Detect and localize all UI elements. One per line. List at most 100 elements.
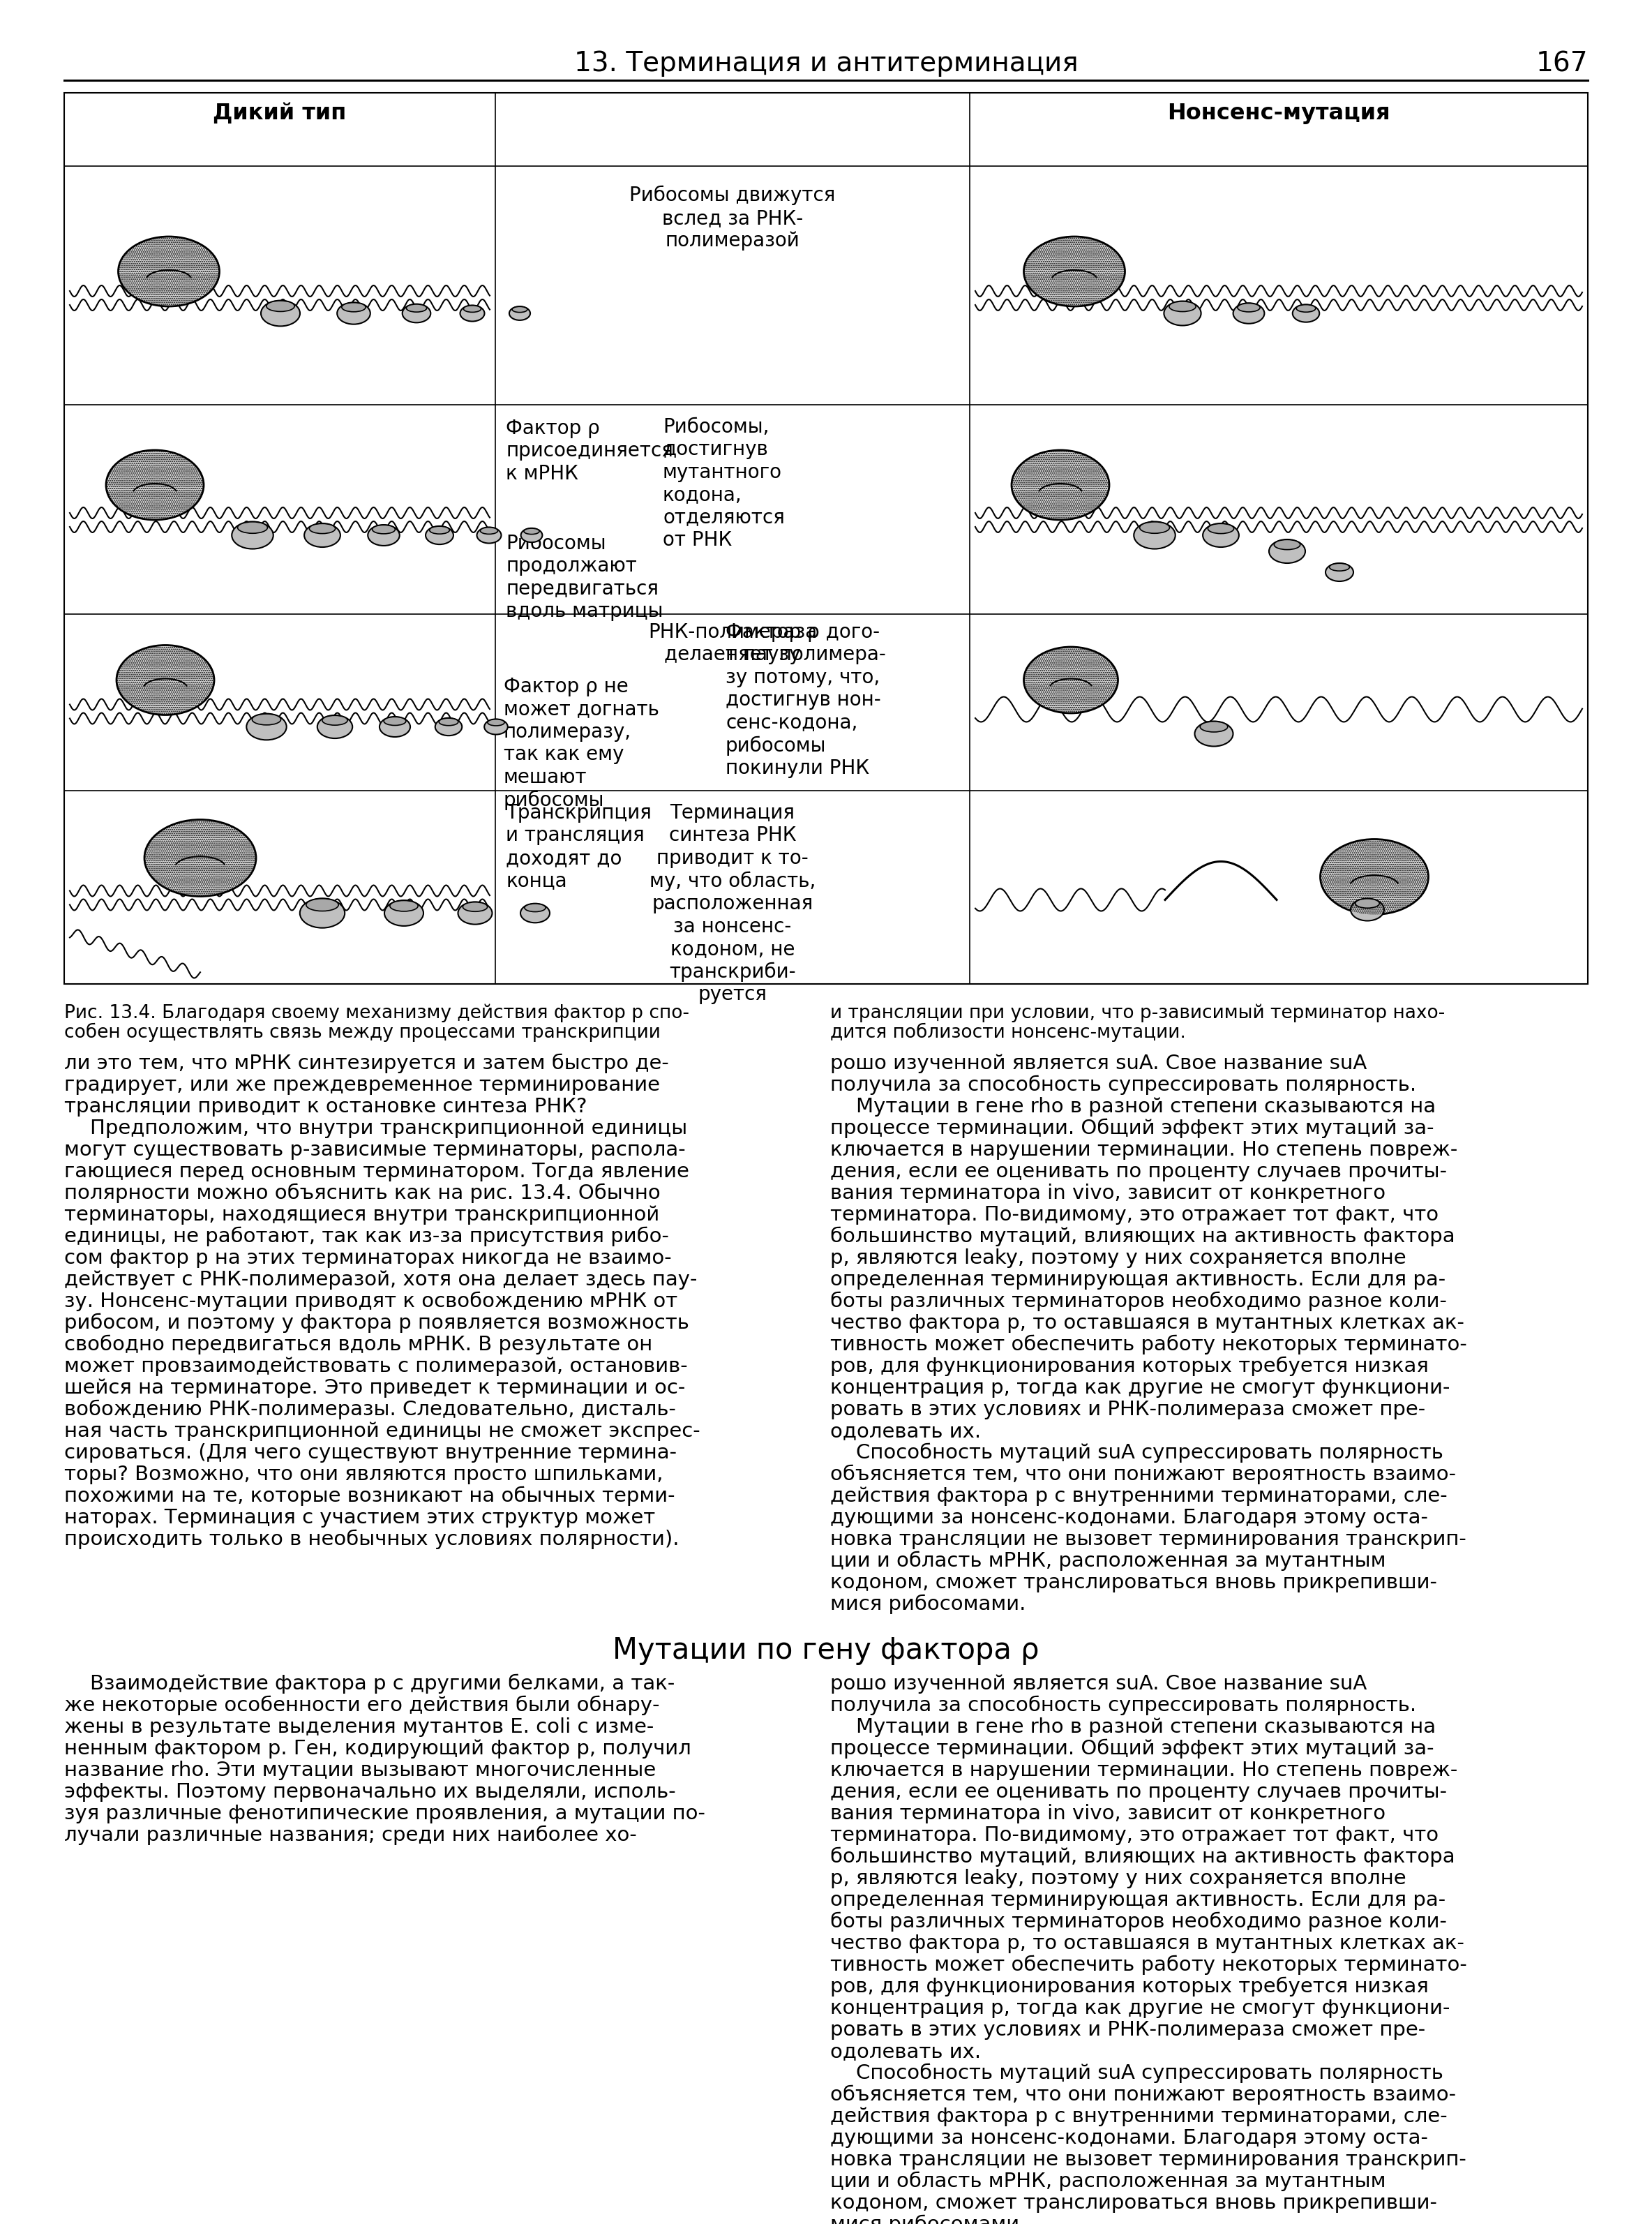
Text: рошо изученной является suA. Свое название suA: рошо изученной является suA. Свое назван… [831, 1675, 1366, 1695]
Text: действия фактора р с внутренними терминаторами, сле-: действия фактора р с внутренними термина… [831, 1486, 1447, 1506]
Text: получила за способность супрессировать полярность.: получила за способность супрессировать п… [831, 1695, 1416, 1715]
Ellipse shape [372, 525, 395, 534]
Text: сироваться. (Для чего существуют внутренние термина-: сироваться. (Для чего существуют внутрен… [64, 1443, 677, 1463]
Text: может провзаимодействовать с полимеразой, остановив-: может провзаимодействовать с полимеразой… [64, 1357, 687, 1377]
Text: чество фактора р, то оставшаяся в мутантных клетках ак-: чество фактора р, то оставшаяся в мутант… [831, 1933, 1464, 1953]
Text: ненным фактором р. Ген, кодирующий фактор р, получил: ненным фактором р. Ген, кодирующий факто… [64, 1739, 691, 1759]
Text: новка трансляции не вызовет терминирования транскрип-: новка трансляции не вызовет терминирован… [831, 1530, 1467, 1550]
Ellipse shape [390, 901, 418, 912]
Text: боты различных терминаторов необходимо разное коли-: боты различных терминаторов необходимо р… [831, 1292, 1447, 1312]
Text: дения, если ее оценивать по проценту случаев прочиты-: дения, если ее оценивать по проценту слу… [831, 1161, 1447, 1181]
Text: ции и область мРНК, расположенная за мутантным: ции и область мРНК, расположенная за мут… [831, 1552, 1386, 1570]
Ellipse shape [1297, 305, 1315, 311]
Ellipse shape [509, 307, 530, 320]
Text: Фактор ρ дого-
няет полимера-
зу потому, что,
достигнув нон-
сенс-кодона,
рибосо: Фактор ρ дого- няет полимера- зу потому,… [725, 623, 885, 778]
Ellipse shape [524, 529, 539, 534]
Ellipse shape [426, 527, 453, 545]
Text: мися рибосомами.: мися рибосомами. [831, 2215, 1026, 2224]
Ellipse shape [1330, 563, 1350, 572]
Ellipse shape [1140, 523, 1170, 534]
Text: действует с РНК-полимеразой, хотя она делает здесь пау-: действует с РНК-полимеразой, хотя она де… [64, 1270, 697, 1290]
Text: Фактор ρ
присоединяется
к мРНК: Фактор ρ присоединяется к мРНК [506, 418, 672, 483]
Ellipse shape [477, 527, 501, 543]
Ellipse shape [253, 714, 281, 725]
Text: зу. Нонсенс-мутации приводят к освобождению мРНК от: зу. Нонсенс-мутации приводят к освобожде… [64, 1292, 677, 1312]
Ellipse shape [117, 645, 215, 714]
Text: наторах. Терминация с участием этих структур может: наторах. Терминация с участием этих стру… [64, 1508, 656, 1528]
Text: определенная терминирующая активность. Если для ра-: определенная терминирующая активность. Е… [831, 1890, 1446, 1910]
Ellipse shape [1170, 302, 1196, 311]
Ellipse shape [385, 901, 423, 925]
Ellipse shape [1024, 647, 1118, 714]
Text: шейся на терминаторе. Это приведет к терминации и ос-: шейся на терминаторе. Это приведет к тер… [64, 1379, 686, 1397]
Text: Рис. 13.4. Благодаря своему механизму действия фактор р спо-: Рис. 13.4. Благодаря своему механизму де… [64, 1003, 689, 1023]
Text: терминатора. По-видимому, это отражает тот факт, что: терминатора. По-видимому, это отражает т… [831, 1826, 1439, 1846]
Text: р, являются leaky, поэтому у них сохраняется вполне: р, являются leaky, поэтому у них сохраня… [831, 1248, 1406, 1268]
Ellipse shape [1320, 838, 1429, 914]
Text: Рибосомы движутся
вслед за РНК-
полимеразой: Рибосомы движутся вслед за РНК- полимера… [629, 185, 836, 251]
Text: 13. Терминация и антитерминация: 13. Терминация и антитерминация [573, 51, 1079, 78]
Text: ров, для функционирования которых требуется низкая: ров, для функционирования которых требуе… [831, 1357, 1429, 1377]
Text: дится поблизости нонсенс-мутации.: дится поблизости нонсенс-мутации. [831, 1023, 1186, 1043]
Text: ключается в нарушении терминации. Но степень повреж-: ключается в нарушении терминации. Но сте… [831, 1141, 1457, 1159]
Text: вобождению РНК-полимеразы. Следовательно, дисталь-: вобождению РНК-полимеразы. Следовательно… [64, 1399, 676, 1419]
Text: Рибосомы
продолжают
передвигаться
вдоль матрицы: Рибосомы продолжают передвигаться вдоль … [506, 534, 662, 620]
Text: объясняется тем, что они понижают вероятность взаимо-: объясняется тем, что они понижают вероят… [831, 1466, 1455, 1486]
Ellipse shape [458, 903, 492, 925]
Ellipse shape [1194, 721, 1232, 747]
Text: происходить только в необычных условиях полярности).: происходить только в необычных условиях … [64, 1530, 679, 1550]
Ellipse shape [317, 716, 352, 738]
Text: терминатора. По-видимому, это отражает тот факт, что: терминатора. По-видимому, это отражает т… [831, 1205, 1439, 1225]
Text: чество фактора р, то оставшаяся в мутантных клетках ак-: чество фактора р, то оставшаяся в мутант… [831, 1314, 1464, 1332]
Ellipse shape [1355, 898, 1379, 907]
Text: концентрация р, тогда как другие не смогут функциони-: концентрация р, тогда как другие не смог… [831, 1999, 1450, 2017]
Text: Нонсенс-мутация: Нонсенс-мутация [1168, 102, 1391, 125]
Text: ная часть транскрипционной единицы не сможет экспрес-: ная часть транскрипционной единицы не см… [64, 1421, 700, 1441]
Ellipse shape [464, 305, 481, 311]
Text: градирует, или же преждевременное терминирование: градирует, или же преждевременное термин… [64, 1076, 659, 1094]
Ellipse shape [342, 302, 365, 311]
Text: Взаимодействие фактора р с другими белками, а так-: Взаимодействие фактора р с другими белка… [64, 1675, 674, 1695]
Text: большинство мутаций, влияющих на активность фактора: большинство мутаций, влияющих на активно… [831, 1848, 1455, 1866]
Ellipse shape [266, 300, 294, 311]
Text: вания терминатора in vivo, зависит от конкретного: вания терминатора in vivo, зависит от ко… [831, 1183, 1386, 1203]
Text: же некоторые особенности его действия были обнару-: же некоторые особенности его действия бы… [64, 1695, 659, 1715]
Text: объясняется тем, что они понижают вероятность взаимо-: объясняется тем, что они понижают вероят… [831, 2086, 1455, 2104]
Text: могут существовать р-зависимые терминаторы, распола-: могут существовать р-зависимые терминато… [64, 1141, 686, 1159]
Text: тивность может обеспечить работу некоторых терминато-: тивность может обеспечить работу некотор… [831, 1955, 1467, 1975]
Ellipse shape [337, 302, 370, 325]
Ellipse shape [463, 903, 487, 912]
Ellipse shape [1011, 449, 1108, 520]
Ellipse shape [487, 718, 504, 725]
Text: мися рибосомами.: мися рибосомами. [831, 1595, 1026, 1615]
Text: полярности можно объяснить как на рис. 13.4. Обычно: полярности можно объяснить как на рис. 1… [64, 1183, 661, 1203]
Ellipse shape [520, 903, 550, 923]
Ellipse shape [1351, 898, 1384, 921]
Ellipse shape [1024, 236, 1125, 307]
Ellipse shape [484, 718, 507, 734]
Text: вания терминатора in vivo, зависит от конкретного: вания терминатора in vivo, зависит от ко… [831, 1804, 1386, 1824]
Text: ровать в этих условиях и РНК-полимераза сможет пре-: ровать в этих условиях и РНК-полимераза … [831, 2019, 1426, 2039]
Ellipse shape [1325, 563, 1353, 580]
Text: кодоном, сможет транслироваться вновь прикрепивши-: кодоном, сможет транслироваться вновь пр… [831, 2193, 1437, 2213]
Text: одолевать их.: одолевать их. [831, 2042, 981, 2062]
Ellipse shape [246, 714, 286, 741]
Ellipse shape [383, 716, 406, 725]
Ellipse shape [512, 307, 527, 311]
Text: процессе терминации. Общий эффект этих мутаций за-: процессе терминации. Общий эффект этих м… [831, 1119, 1434, 1139]
Text: торы? Возможно, что они являются просто шпильками,: торы? Возможно, что они являются просто … [64, 1466, 662, 1483]
Text: дующими за нонсенс-кодонами. Благодаря этому оста-: дующими за нонсенс-кодонами. Благодаря э… [831, 2128, 1427, 2148]
Text: рошо изученной является suA. Свое название suA: рошо изученной является suA. Свое назван… [831, 1054, 1366, 1074]
Text: процессе терминации. Общий эффект этих мутаций за-: процессе терминации. Общий эффект этих м… [831, 1739, 1434, 1759]
Text: Способность мутаций suA супрессировать полярность: Способность мутаций suA супрессировать п… [831, 2064, 1444, 2084]
Ellipse shape [238, 523, 268, 534]
Ellipse shape [119, 236, 220, 307]
Ellipse shape [306, 898, 339, 912]
Text: рибосом, и поэтому у фактора р появляется возможность: рибосом, и поэтому у фактора р появляетс… [64, 1314, 689, 1332]
Ellipse shape [406, 305, 426, 311]
Text: эффекты. Поэтому первоначально их выделяли, исполь-: эффекты. Поэтому первоначально их выделя… [64, 1781, 676, 1801]
Text: р, являются leaky, поэтому у них сохраняется вполне: р, являются leaky, поэтому у них сохраня… [831, 1868, 1406, 1888]
Ellipse shape [1165, 300, 1201, 325]
Ellipse shape [1274, 540, 1300, 549]
Text: Мутации в гене rho в разной степени сказываются на: Мутации в гене rho в разной степени сказ… [831, 1717, 1436, 1737]
